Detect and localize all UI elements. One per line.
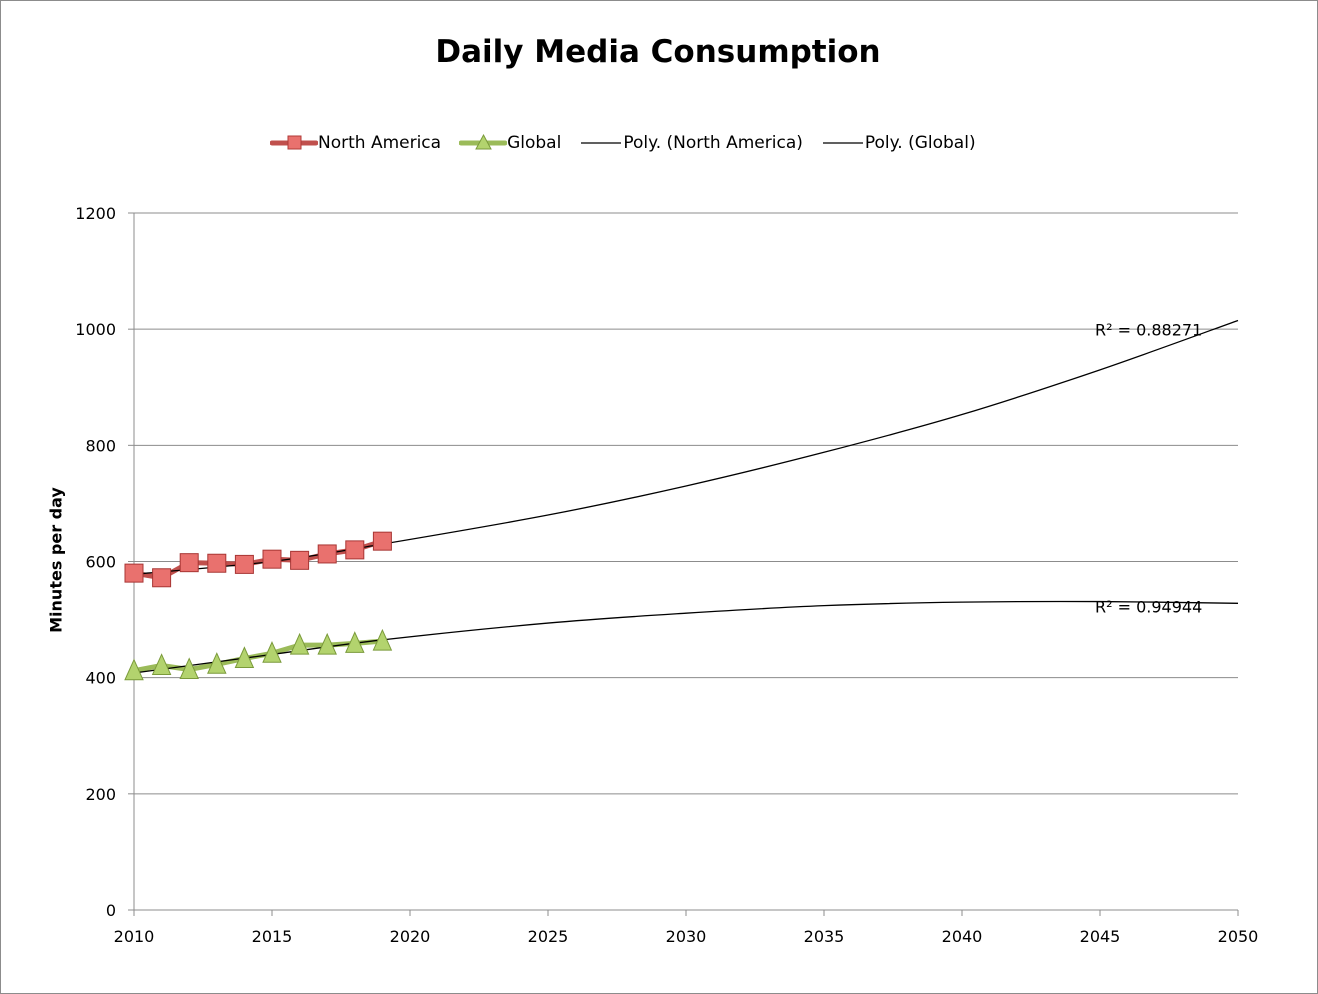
- x-tick-label: 2035: [804, 927, 845, 946]
- y-tick-label: 1000: [75, 320, 116, 339]
- x-tick-labels: 2010 2015 2020 2025 2030 2035 2040 2045 2050: [114, 927, 1259, 946]
- data-point-north-america: [152, 568, 172, 588]
- r-squared-labels: R² = 0.88271 R² = 0.94944: [1095, 320, 1202, 616]
- data-point-north-america: [262, 549, 282, 569]
- data-point-global: [124, 658, 144, 681]
- legend: North America Global Poly. (North Americ…: [270, 130, 994, 156]
- data-point-north-america: [317, 544, 337, 564]
- y-tick-label: 0: [106, 901, 116, 920]
- legend-item-poly-north-america: Poly. (North America): [579, 133, 803, 153]
- data-point-global: [372, 628, 393, 651]
- legend-marker-triangle-icon: [459, 133, 508, 150]
- data-markers: [124, 531, 393, 681]
- y-tick-label: 600: [85, 553, 116, 572]
- series-lines: [131, 538, 385, 674]
- legend-marker-square-icon: [270, 135, 318, 150]
- legend-label-poly-global: Poly. (Global): [864, 133, 976, 153]
- legend-label-north-america: North America: [318, 133, 442, 153]
- r-squared-label: R² = 0.94944: [1095, 597, 1202, 616]
- legend-line-icon: [822, 142, 863, 144]
- data-point-north-america: [372, 531, 392, 551]
- data-point-global: [234, 646, 255, 668]
- r-squared-label: R² = 0.88271: [1095, 320, 1202, 339]
- data-point-global: [207, 652, 227, 674]
- trendline-global: [133, 600, 1239, 674]
- x-tick-label: 2025: [528, 927, 569, 946]
- data-point-global: [317, 632, 337, 655]
- data-point-global: [151, 653, 172, 675]
- y-tick-label: 400: [85, 669, 116, 688]
- legend-label-global: Global: [507, 133, 562, 153]
- data-point-north-america: [290, 550, 310, 570]
- x-tick-label: 2040: [942, 927, 983, 946]
- legend-label-poly-north-america: Poly. (North America): [623, 133, 803, 153]
- legend-item-north-america: North America: [270, 133, 441, 153]
- y-tick-label: 200: [85, 785, 116, 804]
- chart-title: Daily Media Consumption: [435, 34, 881, 70]
- x-tick-label: 2050: [1218, 927, 1259, 946]
- gridlines: [134, 212, 1238, 795]
- data-point-north-america: [207, 553, 227, 573]
- y-tick-label: 1200: [75, 204, 116, 223]
- data-point-north-america: [345, 540, 365, 560]
- x-tick-label: 2030: [666, 927, 707, 946]
- legend-item-global: Global: [459, 133, 561, 153]
- x-tick-label: 2010: [114, 927, 155, 946]
- data-point-global: [179, 657, 199, 680]
- data-point-global: [345, 631, 365, 653]
- data-point-north-america: [124, 563, 144, 583]
- data-point-global: [289, 632, 310, 655]
- trendline-north-america: [133, 319, 1239, 575]
- data-point-north-america: [234, 554, 254, 574]
- legend-item-poly-global: Poly. (Global): [821, 133, 976, 153]
- y-tick-label: 800: [85, 436, 116, 455]
- x-tick-label: 2020: [390, 927, 431, 946]
- x-tick-label: 2015: [252, 927, 293, 946]
- legend-line-icon: [581, 142, 622, 144]
- data-point-north-america: [179, 553, 199, 573]
- data-point-global: [262, 641, 282, 663]
- trendlines: [133, 319, 1239, 674]
- axes: [128, 212, 1239, 916]
- y-tick-labels: 0 200 400 600 800 1000 1200: [75, 204, 116, 920]
- series-line-north-america: [131, 538, 385, 581]
- x-tick-label: 2045: [1080, 927, 1121, 946]
